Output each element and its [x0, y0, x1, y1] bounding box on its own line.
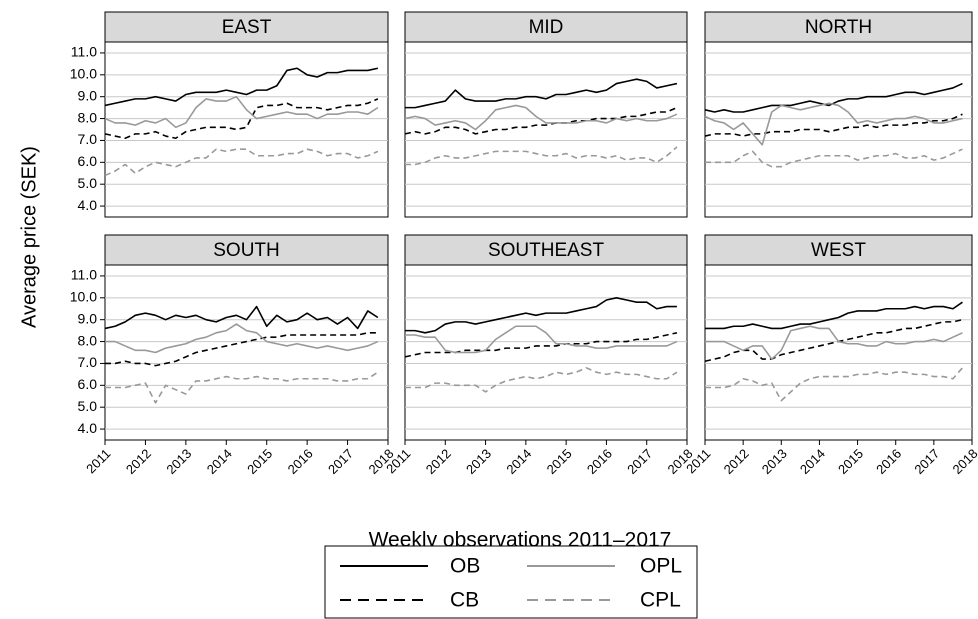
x-tick-label: 2013: [759, 446, 790, 477]
series-line: [705, 301, 963, 330]
y-tick-label: 11.0: [71, 44, 97, 60]
x-tick-label: 2015: [835, 446, 866, 477]
y-tick-label: 8.0: [78, 109, 98, 125]
series-line: [704, 82, 963, 113]
y-axis-title: Average price (SEK): [18, 146, 40, 328]
y-tick-label: 7.0: [78, 131, 98, 147]
plot-area: [704, 264, 973, 441]
panel-title: WEST: [811, 240, 866, 261]
plot-area: [104, 264, 389, 441]
series-line: [705, 325, 963, 360]
x-tick-label: 2015: [244, 446, 275, 477]
y-tick-label: 10.0: [70, 289, 97, 305]
x-tick-label: 2017: [624, 446, 655, 477]
series-line: [405, 146, 678, 166]
plot-area: [104, 41, 389, 218]
series-line: [404, 104, 678, 131]
series-line: [105, 332, 378, 367]
x-tick-label: 2017: [911, 446, 942, 477]
x-tick-label: 2016: [285, 446, 316, 477]
x-tick-label: 2016: [873, 446, 904, 477]
legend-label: CB: [450, 589, 479, 612]
series-line: [704, 113, 963, 137]
x-tick-label: 2014: [503, 446, 534, 477]
panel-strip: [704, 11, 973, 43]
series-line: [704, 318, 963, 363]
y-tick-label: 4.0: [78, 420, 98, 436]
legend-label: OPL: [640, 555, 682, 578]
legend-label: CPL: [640, 589, 681, 612]
y-tick-label: 11.0: [71, 267, 97, 283]
series-line: [405, 78, 678, 109]
panel-title: EAST: [222, 17, 272, 38]
panel-title: MID: [529, 17, 564, 38]
x-tick-label: 2012: [721, 446, 752, 477]
x-tick-label: 2014: [797, 446, 828, 477]
panel-title: SOUTH: [213, 240, 280, 261]
series-line: [104, 67, 379, 107]
legend-box: [324, 545, 698, 619]
x-tick-label: 2013: [163, 446, 194, 477]
y-tick-label: 8.0: [78, 332, 98, 348]
y-tick-label: 7.0: [78, 354, 98, 370]
x-tick-label: 2015: [544, 446, 575, 477]
y-tick-label: 5.0: [78, 398, 98, 414]
y-tick-label: 9.0: [78, 310, 98, 326]
y-tick-label: 6.0: [78, 153, 98, 169]
panel-strip: [704, 234, 973, 266]
legend-label: OB: [450, 555, 480, 578]
series-line: [705, 148, 963, 168]
x-tick-label: 2012: [123, 446, 154, 477]
series-line: [104, 305, 379, 330]
y-tick-label: 4.0: [78, 197, 98, 213]
y-tick-label: 6.0: [78, 376, 98, 392]
series-line: [405, 325, 678, 354]
series-line: [104, 98, 379, 140]
series-line: [105, 371, 379, 404]
x-tick-label: 2018: [949, 446, 978, 477]
panel-title: SOUTHEAST: [488, 240, 605, 261]
series-line: [404, 332, 678, 358]
series-line: [104, 148, 379, 177]
series-line: [704, 102, 963, 146]
series-line: [104, 95, 379, 129]
x-tick-label: 2016: [584, 446, 615, 477]
x-tick-label: 2011: [83, 446, 113, 476]
y-tick-label: 10.0: [70, 66, 97, 82]
plot-area: [404, 41, 688, 218]
series-line: [105, 323, 379, 354]
series-line: [404, 106, 678, 135]
series-line: [405, 297, 677, 334]
panel-title: NORTH: [805, 17, 872, 38]
series-line: [405, 367, 678, 393]
x-tick-label: 2012: [423, 446, 454, 477]
x-tick-label: 2014: [204, 446, 235, 477]
series-line: [705, 367, 964, 402]
x-tick-label: 2013: [463, 446, 494, 477]
y-tick-label: 5.0: [78, 175, 98, 191]
x-tick-label: 2017: [325, 446, 356, 477]
y-tick-label: 9.0: [78, 87, 98, 103]
